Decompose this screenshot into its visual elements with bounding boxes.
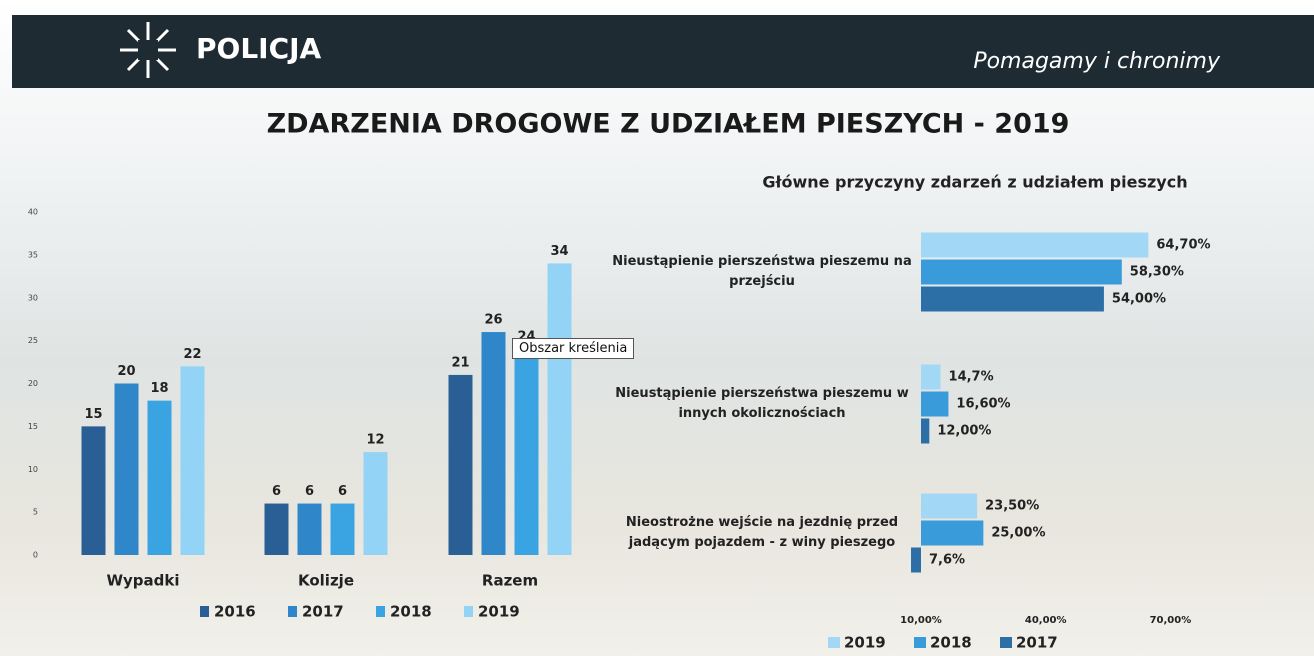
data-label: 14,7% bbox=[949, 370, 994, 385]
x-tick-label: 10,00% bbox=[900, 615, 942, 626]
category-label: Nieustąpienie pierszeństwa pieszemu na p… bbox=[612, 254, 912, 289]
legend-swatch bbox=[828, 637, 840, 648]
y-tick-label: 20 bbox=[28, 379, 38, 388]
x-tick-label: 40,00% bbox=[1025, 615, 1067, 626]
y-tick-label: 0 bbox=[33, 551, 38, 560]
data-label: 23,50% bbox=[985, 499, 1039, 514]
slide-title: ZDARZENIA DROGOWE Z UDZIAŁEM PIESZYCH - … bbox=[267, 109, 1070, 140]
legend-swatch bbox=[376, 606, 385, 617]
data-label: 26 bbox=[484, 313, 502, 328]
bar bbox=[921, 520, 984, 546]
bar bbox=[547, 263, 572, 555]
y-tick-label: 30 bbox=[28, 293, 38, 302]
x-tick-label: Wypadki bbox=[106, 572, 179, 590]
legend-label: 2017 bbox=[1016, 634, 1058, 652]
data-label: 34 bbox=[550, 244, 568, 259]
legend-swatch bbox=[464, 606, 473, 617]
chart-title: Główne przyczyny zdarzeń z udziałem pies… bbox=[762, 173, 1187, 192]
data-label: 6 bbox=[272, 484, 281, 499]
data-label: 64,70% bbox=[1156, 238, 1210, 253]
x-tick-label: Razem bbox=[482, 572, 538, 590]
bar bbox=[448, 374, 473, 555]
bar bbox=[264, 503, 289, 555]
data-label: 6 bbox=[338, 484, 347, 499]
bar bbox=[514, 349, 539, 555]
x-tick-label: 70,00% bbox=[1150, 615, 1192, 626]
data-label: 18 bbox=[150, 381, 168, 396]
logo-icon bbox=[120, 22, 176, 78]
legend-label: 2017 bbox=[302, 603, 344, 621]
legend-swatch bbox=[1000, 637, 1012, 648]
data-label: 22 bbox=[183, 347, 201, 362]
y-tick-label: 35 bbox=[28, 250, 38, 259]
y-tick-label: 15 bbox=[28, 422, 38, 431]
logo-text: POLICJA bbox=[196, 32, 322, 65]
data-label: 54,00% bbox=[1112, 292, 1166, 307]
legend-swatch bbox=[200, 606, 209, 617]
legend-swatch bbox=[914, 637, 926, 648]
bar bbox=[921, 391, 949, 417]
y-tick-label: 40 bbox=[28, 208, 38, 217]
data-label: 16,60% bbox=[956, 397, 1010, 412]
data-label: 21 bbox=[451, 355, 469, 370]
legend-label: 2018 bbox=[390, 603, 432, 621]
bar bbox=[911, 547, 921, 573]
legend-swatch bbox=[288, 606, 297, 617]
bar bbox=[481, 332, 506, 555]
data-label: 6 bbox=[305, 484, 314, 499]
category-label: Nieostrożne wejście na jezdnię przed jad… bbox=[625, 515, 899, 550]
bar bbox=[921, 418, 930, 444]
bar bbox=[81, 426, 106, 555]
legend-label: 2016 bbox=[214, 603, 256, 621]
legend-label: 2018 bbox=[930, 634, 972, 652]
bar bbox=[114, 383, 139, 555]
tooltip: Obszar kreślenia bbox=[512, 338, 635, 359]
y-tick-label: 25 bbox=[28, 336, 38, 345]
y-tick-label: 5 bbox=[33, 508, 38, 517]
bar bbox=[921, 493, 978, 519]
data-label: 25,00% bbox=[991, 526, 1045, 541]
bar bbox=[147, 400, 172, 555]
bar bbox=[180, 366, 205, 555]
data-label: 12,00% bbox=[937, 424, 991, 439]
bar bbox=[921, 364, 941, 390]
bar bbox=[330, 503, 355, 555]
data-label: 58,30% bbox=[1130, 265, 1184, 280]
legend-label: 2019 bbox=[478, 603, 520, 621]
data-label: 20 bbox=[117, 364, 135, 379]
data-label: 7,6% bbox=[929, 553, 965, 568]
bar bbox=[921, 232, 1149, 258]
bar bbox=[921, 286, 1104, 312]
data-label: 12 bbox=[366, 433, 384, 448]
slogan: Pomagamy i chronimy bbox=[973, 49, 1221, 74]
bar bbox=[921, 259, 1122, 285]
legend-label: 2019 bbox=[844, 634, 886, 652]
x-tick-label: Kolizje bbox=[298, 572, 354, 590]
data-label: 15 bbox=[84, 407, 102, 422]
bar bbox=[363, 452, 388, 555]
bar bbox=[297, 503, 322, 555]
header-bar bbox=[12, 15, 1314, 88]
category-label: Nieustąpienie pierszeństwa pieszemu w in… bbox=[615, 386, 909, 421]
y-tick-label: 10 bbox=[28, 465, 38, 474]
